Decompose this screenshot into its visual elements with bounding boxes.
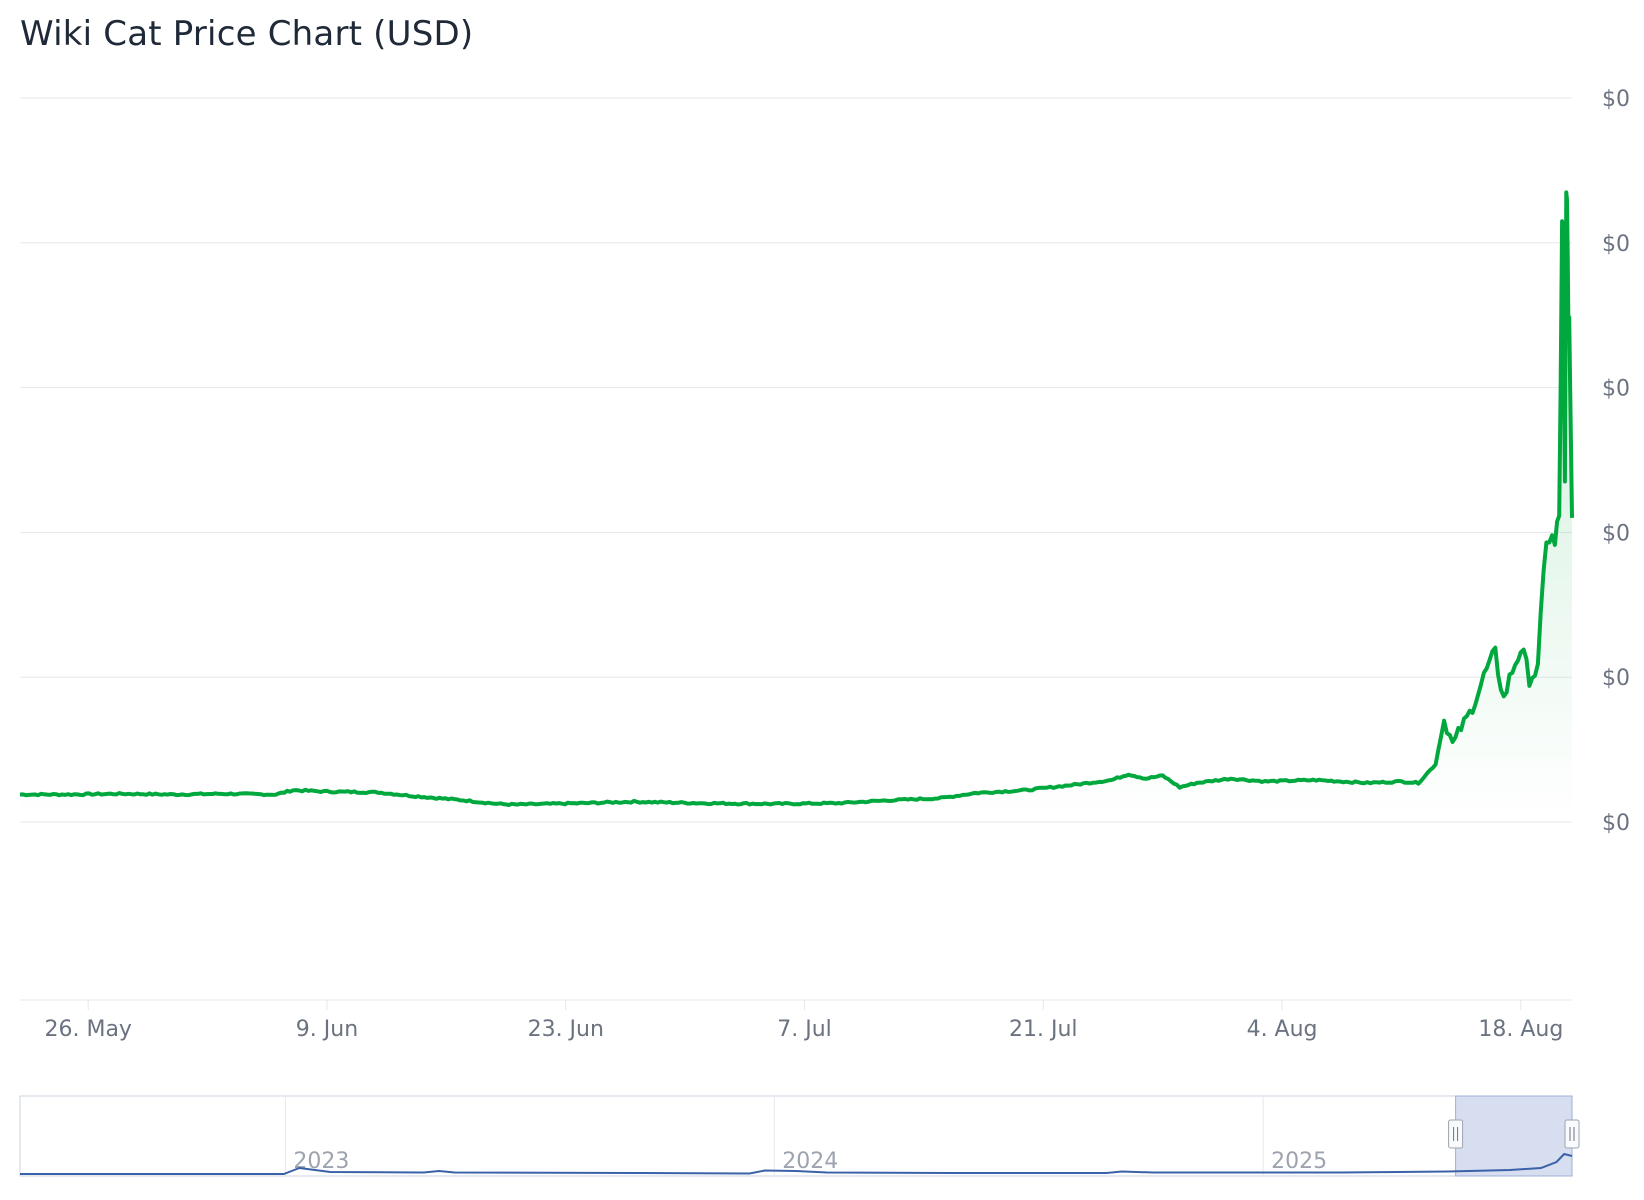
navigator-selection[interactable] bbox=[1455, 1095, 1573, 1177]
navigator[interactable]: 2023 2024 2025 bbox=[19, 1095, 1580, 1177]
x-tick-label: 7. Jul bbox=[777, 1017, 832, 1042]
y-tick-label: $0 bbox=[1602, 811, 1630, 836]
grid-lines bbox=[20, 97, 1572, 823]
navigator-year-label: 2025 bbox=[1271, 1149, 1327, 1174]
x-axis-labels: 26. May 9. Jun 23. Jun 7. Jul 21. Jul 4. Aug 1… bbox=[44, 1000, 1563, 1042]
x-tick-label: 23. Jun bbox=[528, 1017, 604, 1042]
y-tick-label: $0 bbox=[1602, 377, 1630, 402]
x-tick-label: 4. Aug bbox=[1247, 1017, 1318, 1042]
navigator-right-handle[interactable] bbox=[1564, 1119, 1580, 1149]
y-tick-label: $0 bbox=[1602, 87, 1630, 112]
navigator-line bbox=[20, 1152, 1573, 1175]
y-tick-label: $0 bbox=[1602, 666, 1630, 691]
y-axis-labels: $0 $0 $0 $0 $0 $0 bbox=[1602, 87, 1630, 836]
price-line bbox=[19, 190, 1574, 807]
x-tick-label: 18. Aug bbox=[1478, 1017, 1563, 1042]
price-area bbox=[20, 192, 1572, 822]
x-tick-label: 26. May bbox=[44, 1017, 131, 1042]
chart-title: Wiki Cat Price Chart (USD) bbox=[20, 14, 474, 54]
x-tick-label: 21. Jul bbox=[1009, 1017, 1078, 1042]
navigator-left-handle[interactable] bbox=[1448, 1119, 1464, 1149]
navigator-year-label: 2024 bbox=[782, 1149, 838, 1174]
y-tick-label: $0 bbox=[1602, 232, 1630, 257]
navigator-year-labels: 2023 2024 2025 bbox=[284, 1096, 1327, 1176]
y-tick-label: $0 bbox=[1602, 521, 1630, 546]
x-tick-label: 9. Jun bbox=[296, 1017, 358, 1042]
